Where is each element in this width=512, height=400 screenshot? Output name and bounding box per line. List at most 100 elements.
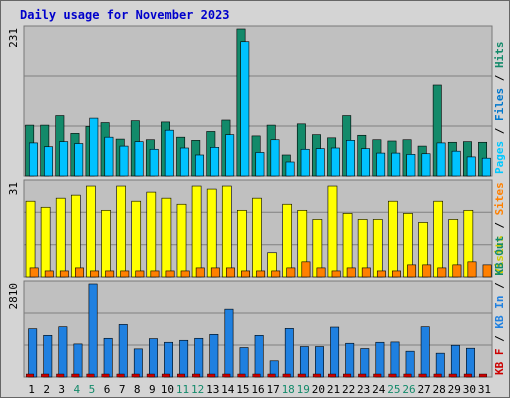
bar-kb-f (418, 373, 427, 378)
bar-kb-in (375, 341, 385, 378)
bar-kb-in (43, 334, 53, 378)
bar-kb-in (345, 342, 355, 378)
chart-title: Daily usage for November 2023 (20, 8, 230, 22)
bar-files (44, 146, 53, 177)
bar-sites (361, 267, 371, 278)
panel-pages-files-hits: 231 Pages / Files / Hits (7, 25, 506, 177)
bar-files (315, 148, 325, 177)
bar-sites (271, 270, 281, 278)
bar-sites (437, 267, 447, 278)
bar-kb-f (433, 373, 442, 378)
bar-files (164, 129, 174, 177)
legend-entry: KB Out (493, 236, 506, 276)
bar-files (346, 140, 355, 177)
bar-kb-f (131, 373, 140, 378)
bar-kb-f (161, 373, 170, 378)
bar-kb-in (239, 347, 249, 378)
bar-visits (252, 197, 262, 278)
bar-visits (101, 209, 111, 278)
bar-visits (388, 200, 398, 278)
bar-files (240, 41, 250, 177)
bar-visits (237, 209, 247, 278)
legend-entry: Visits (493, 235, 506, 275)
bar-files (330, 147, 340, 177)
x-tick-label: 2 (43, 383, 50, 396)
bar-kb-f (56, 373, 65, 378)
bar-kb-f (41, 373, 50, 378)
x-tick-label: 9 (149, 383, 156, 396)
bar-kb-in (450, 344, 460, 378)
legend-entry: KB F (493, 349, 506, 376)
bar-kb-in (360, 348, 370, 378)
bar-sites (256, 270, 266, 278)
bar-kb-in (149, 338, 158, 378)
x-tick-label: 18 (282, 383, 295, 396)
x-tick-label: 14 (221, 383, 235, 396)
bar-kb-f (267, 373, 276, 378)
bar-files (436, 142, 446, 177)
legend-entry: / (493, 329, 506, 349)
x-tick-label: 26 (402, 383, 415, 396)
legend-entry: Files (493, 88, 506, 121)
bar-sites (467, 261, 477, 278)
y-max-label: 31 (7, 182, 20, 195)
x-tick-label: 17 (266, 383, 279, 396)
bar-files (89, 117, 99, 177)
bar-sites (346, 267, 356, 278)
bar-kb-in (209, 334, 219, 378)
bar-files (300, 148, 310, 177)
bar-visits (70, 194, 81, 278)
legend-entry: / (493, 215, 506, 235)
bar-visits (131, 200, 142, 278)
bar-sites (452, 264, 462, 278)
x-tick-label: 27 (417, 383, 430, 396)
bar-files (376, 152, 386, 177)
bar-kb-in (224, 308, 234, 378)
bar-kb-in (299, 346, 309, 378)
legend-entry: / (493, 121, 506, 141)
bar-files (59, 141, 69, 177)
x-tick-label: 13 (206, 383, 219, 396)
bar-kb-in (58, 326, 68, 378)
bar-sites (90, 270, 100, 278)
x-tick-label: 11 (176, 383, 189, 396)
bar-files (104, 136, 114, 177)
bar-kb-f (463, 373, 472, 378)
x-tick-label: 15 (236, 383, 249, 396)
x-tick-label: 31 (478, 383, 491, 396)
x-tick-label: 24 (372, 383, 386, 396)
series-legend: Visits / Sites (493, 182, 506, 275)
bar-sites (150, 270, 160, 278)
bar-visits (40, 206, 51, 278)
bar-kb-in (390, 341, 400, 378)
bar-sites (241, 270, 250, 278)
bar-kb-f (222, 373, 231, 378)
legend-entry: / (493, 276, 506, 296)
bar-kb-f (403, 373, 412, 378)
legend-entry: KB In (493, 296, 506, 329)
bar-files (225, 134, 235, 177)
y-max-label: 2810 (7, 283, 20, 310)
bar-visits (372, 219, 383, 278)
bar-kb-f (312, 373, 321, 378)
bar-kb-f (237, 373, 246, 378)
legend-entry: Hits (493, 42, 506, 69)
x-tick-label: 25 (387, 383, 400, 396)
bar-sites (135, 270, 145, 278)
x-tick-label: 8 (134, 383, 141, 396)
bar-files (28, 142, 38, 177)
x-tick-label: 1 (28, 383, 35, 396)
bar-files (451, 150, 461, 177)
bar-files (421, 153, 431, 177)
bar-sites (180, 270, 190, 278)
bar-kb-in (315, 346, 324, 378)
bar-sites (29, 267, 39, 278)
x-tick-label: 4 (74, 383, 81, 396)
bar-kb-in (284, 328, 294, 378)
bar-files (179, 147, 189, 177)
bar-visits (433, 200, 443, 278)
bar-kb-in (118, 324, 128, 378)
bar-kb-in (88, 283, 98, 378)
bar-kb-in (179, 339, 189, 378)
